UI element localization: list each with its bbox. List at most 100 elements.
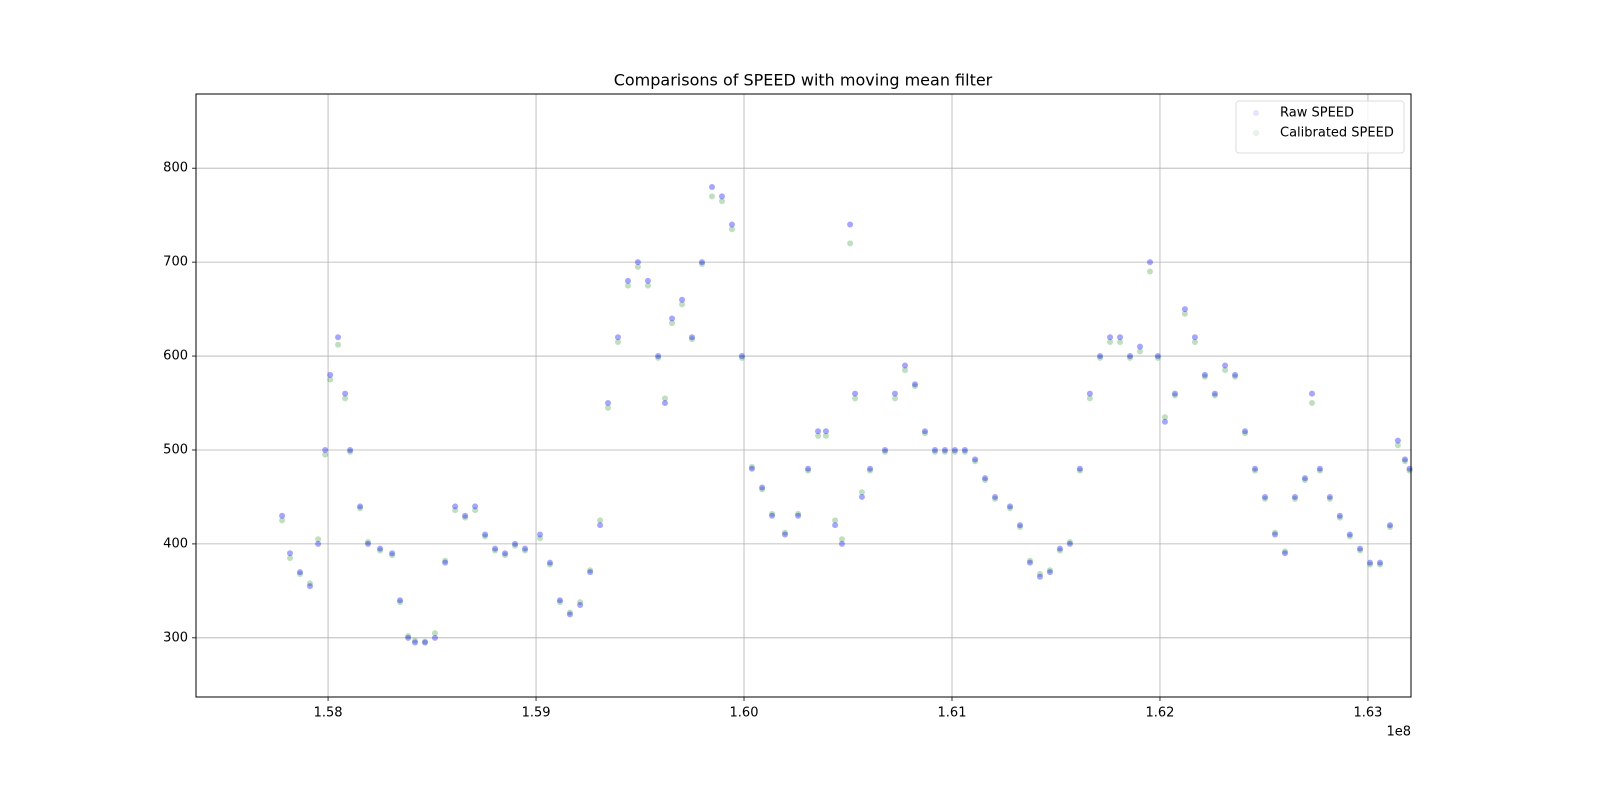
x-tick-label: 1.60 [730, 706, 759, 721]
data-point [728, 226, 735, 233]
data-point [624, 277, 631, 284]
data-point [1367, 561, 1374, 568]
data-point [1377, 561, 1384, 568]
data-point [1316, 467, 1323, 474]
data-point [296, 569, 303, 576]
data-point [566, 609, 573, 616]
y-tick-label: 800 [163, 161, 188, 176]
data-point [405, 634, 412, 641]
y-tick-label: 300 [163, 630, 188, 645]
data-point [759, 484, 766, 491]
data-point [699, 259, 706, 266]
data-point [852, 395, 859, 402]
data-point [342, 395, 349, 402]
data-point [605, 404, 612, 411]
data-point [1127, 354, 1134, 361]
data-point [795, 512, 802, 519]
y-tick-label: 400 [163, 536, 188, 551]
data-point [728, 221, 735, 228]
x-tick-label: 1.63 [1353, 706, 1382, 721]
data-point [566, 611, 573, 618]
data-point [661, 395, 668, 402]
data-point [587, 569, 594, 576]
data-point [1336, 514, 1343, 521]
data-point [708, 183, 715, 190]
data-point [634, 259, 641, 266]
data-point [1007, 503, 1014, 510]
data-point [1036, 570, 1043, 577]
data-point [347, 446, 354, 453]
data-point [1201, 371, 1208, 378]
data-point [931, 448, 938, 455]
data-point [1301, 477, 1308, 484]
data-point [279, 517, 286, 524]
data-point [1017, 523, 1024, 530]
data-point [1086, 395, 1093, 402]
data-point [941, 448, 948, 455]
data-point [679, 301, 686, 308]
data-point [472, 507, 479, 514]
data-point [597, 522, 604, 529]
data-point [941, 446, 948, 453]
x-tick-label: 1.62 [1145, 706, 1174, 721]
data-point [1117, 334, 1124, 341]
data-point [502, 552, 509, 559]
data-point [397, 599, 404, 606]
data-point [1146, 259, 1153, 266]
data-point [1326, 493, 1333, 500]
data-point [1386, 522, 1393, 529]
data-point [992, 495, 999, 502]
data-point [911, 383, 918, 390]
data-point [1181, 310, 1188, 317]
data-point [847, 221, 854, 228]
data-point [1401, 456, 1408, 463]
data-point [858, 489, 865, 496]
data-point [335, 334, 342, 341]
data-point [759, 486, 766, 493]
data-point [1271, 529, 1278, 536]
data-point [1281, 548, 1288, 555]
data-point [431, 634, 438, 641]
data-point [1076, 467, 1083, 474]
data-point [1137, 348, 1144, 355]
data-point [1201, 373, 1208, 380]
data-point [1309, 390, 1316, 397]
data-point [679, 296, 686, 303]
data-point [982, 475, 989, 482]
x-tick-label: 1.59 [522, 706, 551, 721]
data-point [1232, 373, 1239, 380]
data-point [1367, 559, 1374, 566]
data-point [867, 465, 874, 472]
data-point [482, 531, 489, 538]
data-point [961, 446, 968, 453]
data-point [597, 517, 604, 524]
data-point [357, 505, 364, 512]
data-point [1046, 569, 1053, 576]
data-point [805, 465, 812, 472]
data-point [901, 367, 908, 374]
data-point [605, 400, 612, 407]
data-point [306, 580, 313, 587]
data-point [587, 567, 594, 574]
data-point [577, 601, 584, 608]
data-point [1046, 567, 1053, 574]
data-point [882, 448, 889, 455]
data-point [1211, 392, 1218, 399]
data-point [462, 512, 469, 519]
data-point [322, 446, 329, 453]
data-point [364, 540, 371, 547]
data-point [689, 334, 696, 341]
data-point [1086, 390, 1093, 397]
data-point [1232, 371, 1239, 378]
data-point [364, 539, 371, 546]
data-point [1394, 442, 1401, 449]
data-point [1271, 531, 1278, 538]
data-point [1161, 418, 1168, 425]
data-point [661, 400, 668, 407]
data-point [397, 597, 404, 604]
data-point [832, 522, 839, 529]
data-point [421, 638, 428, 645]
data-point [781, 529, 788, 536]
data-point [556, 599, 563, 606]
data-point [512, 542, 519, 549]
